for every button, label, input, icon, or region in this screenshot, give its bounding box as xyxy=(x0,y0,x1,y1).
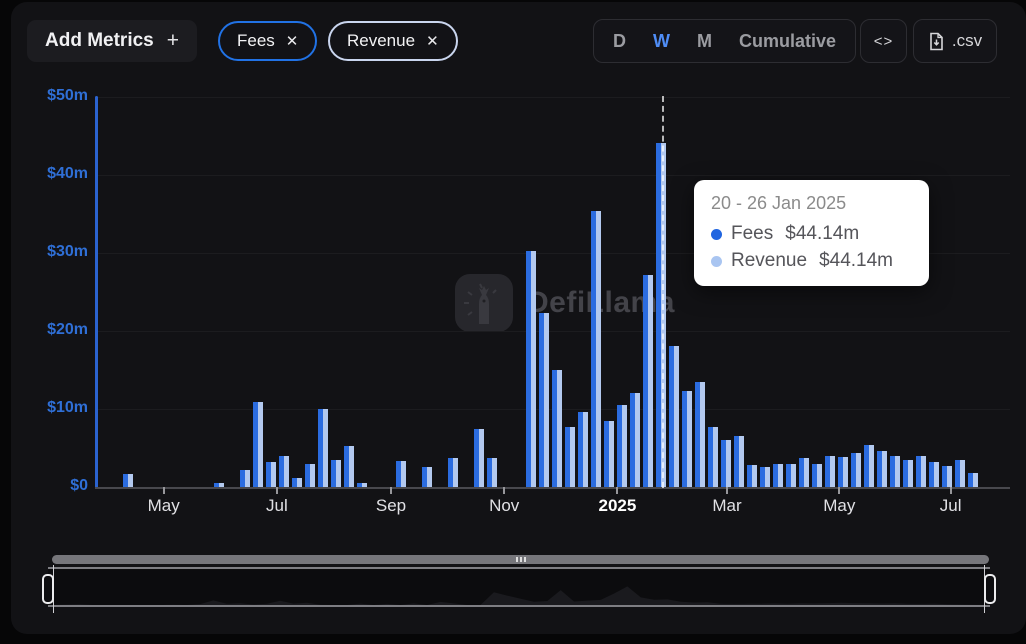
brush-handle-left[interactable] xyxy=(42,574,54,604)
interval-option-w[interactable]: W xyxy=(653,30,670,51)
close-icon[interactable]: ✕ xyxy=(285,33,299,50)
scrollbar-grip-icon xyxy=(515,557,526,562)
brush-minichart xyxy=(48,586,986,605)
chip-label: Fees xyxy=(237,31,275,50)
add-metrics-label: Add Metrics xyxy=(45,30,154,51)
interval-option-d[interactable]: D xyxy=(613,30,626,51)
embed-code-button[interactable]: <> xyxy=(860,19,907,63)
chart-panel xyxy=(11,2,1026,634)
code-icon: <> xyxy=(873,32,894,50)
metric-chip-fees[interactable]: Fees ✕ xyxy=(218,21,318,61)
close-icon[interactable]: ✕ xyxy=(426,33,439,50)
time-range-brush[interactable] xyxy=(42,565,996,613)
add-metrics-button[interactable]: Add Metrics + xyxy=(27,20,198,62)
download-csv-button[interactable]: .csv xyxy=(913,19,997,63)
csv-label: .csv xyxy=(951,31,983,50)
interval-option-m[interactable]: M xyxy=(697,30,712,51)
file-download-icon xyxy=(928,32,945,51)
plus-icon: + xyxy=(166,29,180,52)
brush-handle-right[interactable] xyxy=(984,574,996,604)
interval-toggle-group: D W M Cumulative xyxy=(593,19,857,63)
metric-chip-revenue[interactable]: Revenue ✕ xyxy=(328,21,458,61)
horizontal-scrollbar[interactable] xyxy=(52,555,989,564)
interval-option-cumulative[interactable]: Cumulative xyxy=(739,30,837,51)
chip-label: Revenue xyxy=(347,31,416,50)
